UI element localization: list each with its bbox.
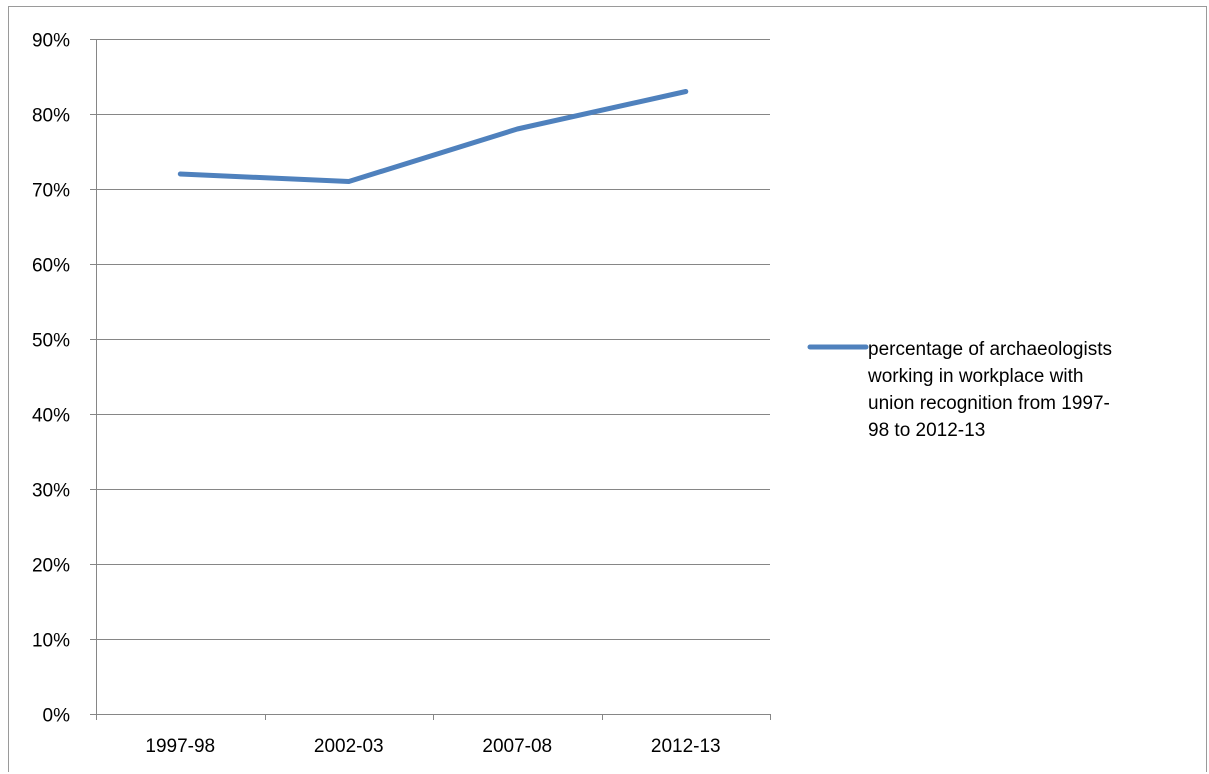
y-tick-label: 40% <box>32 406 70 427</box>
y-tick-label: 60% <box>32 256 70 277</box>
y-tick-label: 20% <box>32 556 70 577</box>
y-tick-label: 70% <box>32 181 70 202</box>
x-tick-labels: 1997-98 2002-03 2007-08 2012-13 <box>145 736 720 757</box>
axes <box>90 39 771 720</box>
x-tick-label: 2002-03 <box>314 736 384 757</box>
x-tick-label: 1997-98 <box>145 736 215 757</box>
legend: percentage of archaeologists working in w… <box>807 339 1112 441</box>
y-tick-label: 30% <box>32 481 70 502</box>
y-tick-label: 50% <box>32 331 70 352</box>
y-tick-labels: 0% 10% 20% 30% 40% 50% 60% 70% 80% 90% <box>32 31 70 727</box>
chart-frame <box>8 6 1207 772</box>
legend-label-line: 98 to 2012-13 <box>868 420 985 441</box>
x-tick-label: 2007-08 <box>482 736 552 757</box>
legend-label: percentage of archaeologists working in w… <box>867 339 1112 441</box>
series-line <box>177 89 689 184</box>
gridlines <box>96 39 770 640</box>
legend-label-line: percentage of archaeologists <box>868 339 1112 360</box>
y-tick-label: 10% <box>32 631 70 652</box>
y-tick-label: 0% <box>43 706 71 727</box>
legend-label-line: union recognition from 1997- <box>868 393 1110 414</box>
y-tick-label: 80% <box>32 106 70 127</box>
x-tick-label: 2012-13 <box>651 736 721 757</box>
legend-label-line: working in workplace with <box>867 366 1083 387</box>
series-lines <box>177 89 689 184</box>
y-tick-label: 90% <box>32 31 70 52</box>
